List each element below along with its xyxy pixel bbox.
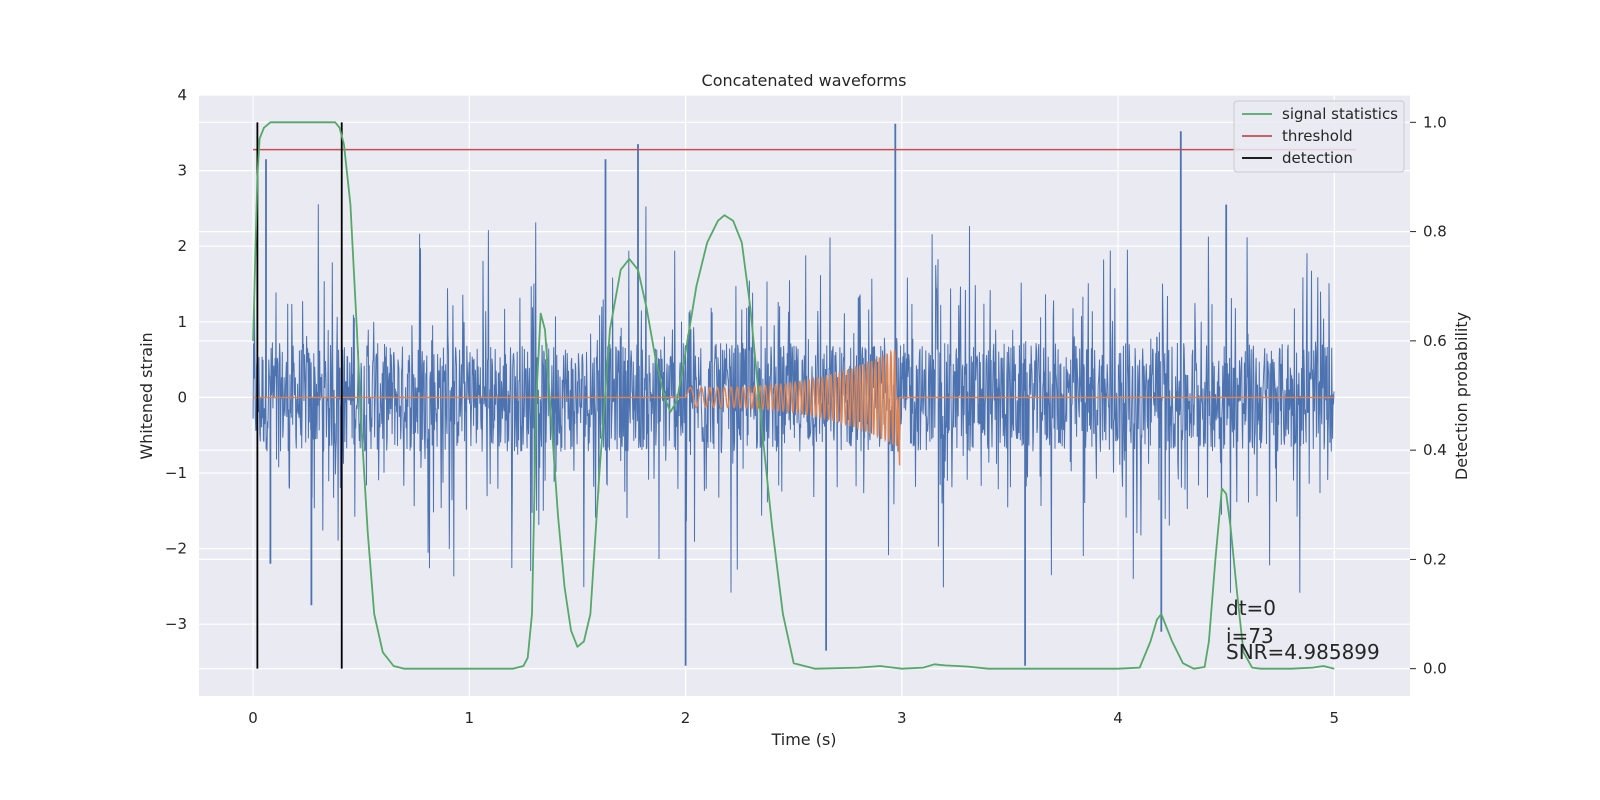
y-right-tick-label-2: 0.6 <box>1423 332 1447 350</box>
y-tick-label-0: 4 <box>177 86 187 104</box>
right-axis: 1.0 0.8 0.6 0.4 0.2 0.0 <box>1410 113 1447 678</box>
y-right-tick-label-3: 0.4 <box>1423 441 1447 459</box>
left-axis: 4 3 2 1 0 −1 −2 −3 <box>165 86 187 633</box>
y-tick-label-7: −3 <box>165 615 187 633</box>
y-right-tick-label-1: 0.8 <box>1423 223 1447 241</box>
legend: signal statistics threshold detection <box>1233 100 1405 173</box>
chart-title: Concatenated waveforms <box>702 71 907 90</box>
x-tick-label-2: 2 <box>681 709 691 727</box>
y-right-tick-label-4: 0.2 <box>1423 550 1447 568</box>
y-right-tick-label-0: 1.0 <box>1423 113 1447 131</box>
annotation-index: i=73 <box>1226 624 1274 648</box>
injection-series-line <box>253 349 1335 466</box>
y-tick-label-2: 2 <box>177 237 187 255</box>
y-tick-label-5: −1 <box>165 464 187 482</box>
legend-label-threshold: threshold <box>1282 127 1353 145</box>
x-axis: 0 1 2 3 4 5 <box>248 709 1339 727</box>
x-tick-label-3: 3 <box>897 709 907 727</box>
signal-statistics-line <box>252 121 1335 670</box>
x-axis-label: Time (s) <box>770 730 836 749</box>
legend-label-signal-statistics: signal statistics <box>1282 105 1398 123</box>
x-tick-label-5: 5 <box>1330 709 1340 727</box>
y-right-tick-label-5: 0.0 <box>1423 660 1447 678</box>
y-tick-label-1: 3 <box>177 162 187 180</box>
legend-box <box>1233 100 1405 173</box>
y-tick-label-4: 0 <box>177 388 187 406</box>
y-tick-label-6: −2 <box>165 540 187 558</box>
y-axis-label: Whitened strain <box>137 332 156 459</box>
legend-label-detection: detection <box>1282 149 1353 167</box>
y-axis-right-label: Detection probability <box>1452 312 1471 480</box>
annotation-snr: SNR=4.985899 <box>1226 640 1380 664</box>
strain-series-line <box>252 204 1335 593</box>
y-tick-label-3: 1 <box>177 313 187 331</box>
x-tick-label-4: 4 <box>1113 709 1123 727</box>
x-tick-label-0: 0 <box>248 709 258 727</box>
plot-area <box>252 121 1356 670</box>
x-tick-label-1: 1 <box>465 709 475 727</box>
annotation-dt: dt=0 <box>1226 596 1276 620</box>
